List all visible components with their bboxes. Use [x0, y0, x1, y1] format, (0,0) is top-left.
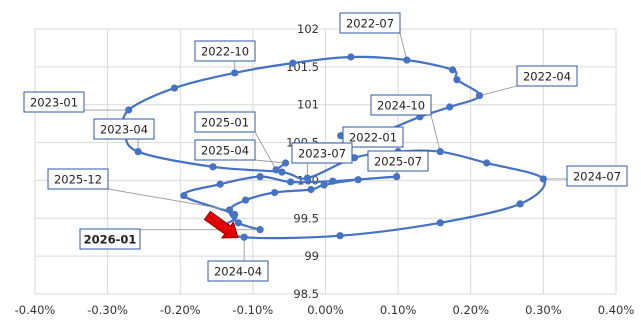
- data-point: [303, 174, 311, 182]
- red-arrow-icon: [203, 210, 239, 239]
- data-point: [180, 191, 188, 200]
- data-point: [329, 177, 337, 185]
- x-tick-label: -0.20%: [160, 303, 201, 317]
- annotation-box: [291, 142, 353, 164]
- annotation-box: [194, 40, 256, 62]
- data-point: [231, 69, 239, 77]
- annotation-box: [367, 150, 429, 172]
- y-tick-label: 102: [297, 22, 319, 36]
- pointer-arrow: [203, 210, 239, 239]
- data-point: [256, 226, 264, 234]
- y-tick-label: 98.5: [293, 287, 319, 301]
- data-point: [226, 206, 234, 214]
- leader-line: [479, 85, 518, 97]
- data-point: [336, 232, 344, 240]
- annotation-box: [93, 118, 155, 140]
- annotation-label: 2022-04: [523, 70, 571, 84]
- y-tick-label: 99.5: [293, 211, 319, 225]
- data-point: [272, 166, 280, 174]
- x-tick-label: 0.40%: [598, 303, 635, 317]
- data-point: [403, 56, 411, 64]
- data-point: [448, 66, 457, 74]
- annotation-label: 2024-07: [573, 170, 621, 184]
- annotation-label: 2025-07: [374, 155, 422, 169]
- x-axis-ticks: -0.40% -0.30% -0.20% -0.10% 0.00% 0.10% 0.20% 0…: [15, 303, 635, 317]
- annotation-label: 2024-04: [214, 265, 262, 279]
- data-point: [134, 148, 142, 156]
- annotation-box: [194, 111, 256, 133]
- data-point: [287, 178, 295, 186]
- annotation-label: 2025-04: [201, 144, 249, 158]
- data-point: [436, 219, 444, 227]
- data-point: [240, 233, 248, 241]
- annotation-label: 2024-10: [377, 99, 425, 113]
- data-point: [320, 181, 328, 189]
- data-point: [216, 180, 224, 188]
- data-point: [234, 219, 242, 227]
- data-point: [516, 200, 524, 208]
- leader-line: [254, 159, 286, 164]
- data-point: [475, 92, 484, 100]
- data-point: [271, 188, 279, 197]
- annotation-box: [566, 165, 628, 187]
- data-point: [350, 154, 359, 162]
- annotation-box: [342, 126, 404, 148]
- x-tick-label: 0.00%: [307, 303, 344, 317]
- data-point: [231, 210, 239, 219]
- x-tick-label: -0.40%: [15, 303, 56, 317]
- annotation-box: [370, 94, 432, 116]
- annotation-label: 2026-01: [84, 233, 137, 247]
- data-point: [483, 159, 491, 167]
- leader-line: [107, 188, 230, 211]
- annotation-box: [47, 168, 109, 190]
- annotation-label: 2022-01: [349, 131, 397, 145]
- annotation-label: 2023-07: [298, 147, 346, 161]
- data-point: [446, 103, 454, 111]
- annotation-box: [207, 260, 269, 282]
- annotation-box: [79, 228, 141, 250]
- y-tick-label: 101: [297, 98, 319, 112]
- x-tick-label: 0.10%: [380, 303, 417, 317]
- data-point: [125, 106, 133, 114]
- data-point: [278, 168, 286, 176]
- x-tick-label: 0.30%: [525, 303, 562, 317]
- annotation-box: [194, 139, 256, 161]
- data-point: [170, 84, 179, 92]
- annotation-label: 2025-12: [54, 173, 102, 187]
- data-point: [281, 159, 290, 167]
- data-point: [436, 148, 444, 156]
- annotations: 2022-07 2022-10 2022-04 2023-01 2024-10 2023-…: [23, 12, 628, 282]
- data-point: [453, 76, 461, 84]
- x-tick-label: -0.10%: [233, 303, 274, 317]
- leader-line: [399, 32, 408, 61]
- annotation-label: 2023-01: [30, 96, 78, 110]
- x-tick-label: -0.30%: [87, 303, 128, 317]
- data-point: [289, 59, 297, 67]
- leader-line: [430, 114, 441, 152]
- data-point: [256, 173, 264, 181]
- data-point: [307, 185, 315, 194]
- annotation-label: 2022-07: [346, 17, 394, 31]
- data-point: [354, 176, 362, 184]
- data-point: [209, 163, 217, 171]
- annotation-box: [516, 65, 578, 87]
- annotation-box: [339, 12, 401, 34]
- data-point: [393, 173, 401, 181]
- annotation-label: 2025-01: [201, 116, 249, 130]
- x-tick-label: 0.20%: [452, 303, 489, 317]
- data-point: [347, 53, 355, 61]
- leader-lines: [84, 32, 567, 261]
- leader-line: [254, 131, 277, 171]
- annotation-label: 2022-10: [201, 45, 249, 59]
- annotation-box: [23, 91, 85, 113]
- data-point: [539, 175, 547, 183]
- y-tick-label: 99: [304, 249, 319, 263]
- annotation-label: 2023-04: [100, 123, 148, 137]
- data-point: [242, 196, 250, 204]
